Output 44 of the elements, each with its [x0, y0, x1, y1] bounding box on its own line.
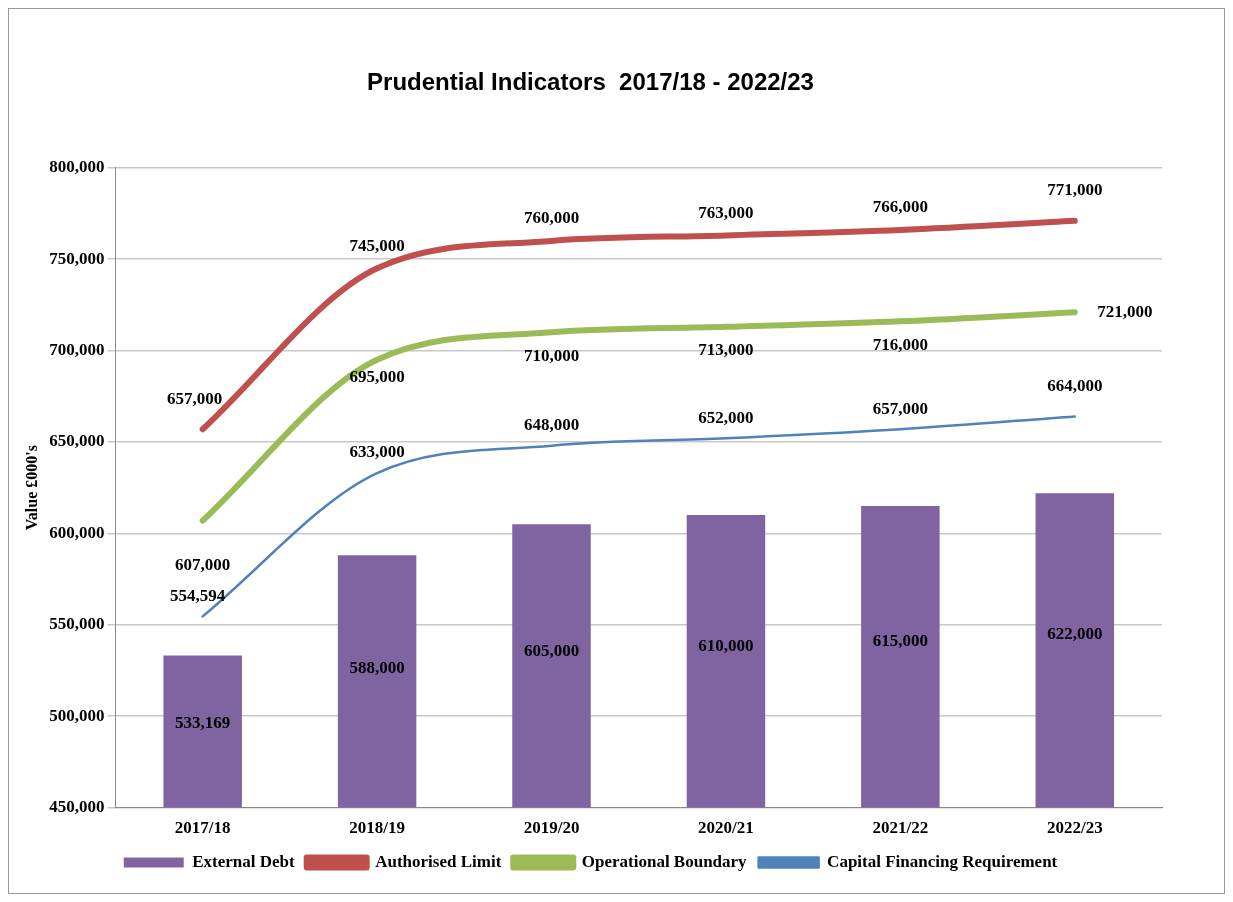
legend-label: Authorised Limit — [375, 851, 502, 871]
data-label: 652,000 — [698, 407, 754, 427]
y-tick-label: 800,000 — [49, 157, 105, 177]
y-tick-label: 600,000 — [49, 522, 105, 542]
data-label: 648,000 — [523, 415, 580, 435]
data-label: 633,000 — [349, 442, 405, 462]
chart-title: Prudential Indicators 2017/18 - 2022/23 — [367, 68, 814, 96]
y-tick-label: 750,000 — [49, 248, 105, 268]
data-label: 716,000 — [872, 334, 928, 354]
data-label: 710,000 — [523, 345, 580, 365]
legend-label: External Debt — [192, 851, 296, 871]
data-label: 745,000 — [349, 235, 405, 255]
data-label: 588,000 — [349, 658, 405, 678]
data-label: 657,000 — [872, 398, 928, 418]
data-label: 657,000 — [167, 388, 223, 408]
y-tick-label: 650,000 — [49, 431, 105, 451]
data-label: 695,000 — [349, 367, 405, 387]
y-tick-label: 550,000 — [49, 614, 105, 634]
data-label: 760,000 — [523, 208, 580, 228]
x-tick-label: 2019/20 — [523, 818, 580, 838]
data-label: 622,000 — [1047, 624, 1103, 644]
y-tick-label: 700,000 — [49, 339, 105, 359]
x-tick-label: 2022/23 — [1046, 818, 1103, 838]
data-label: 605,000 — [523, 641, 580, 661]
x-tick-label: 2020/21 — [698, 818, 754, 838]
data-label: 766,000 — [872, 197, 928, 217]
x-tick-label: 2017/18 — [174, 818, 231, 838]
y-axis-title: Value £000's — [22, 445, 40, 531]
data-label: 713,000 — [698, 340, 754, 360]
legend-label: Operational Boundary — [581, 851, 748, 871]
data-label: 533,169 — [175, 713, 231, 733]
data-label: 664,000 — [1047, 375, 1103, 395]
x-tick-label: 2018/19 — [349, 818, 405, 838]
y-tick-label: 450,000 — [49, 796, 105, 816]
y-tick-label: 500,000 — [49, 705, 105, 725]
data-label: 721,000 — [1097, 301, 1153, 321]
data-label: 607,000 — [175, 554, 231, 574]
data-label: 615,000 — [872, 631, 928, 651]
x-tick-label: 2021/22 — [872, 818, 929, 838]
data-label: 610,000 — [698, 636, 754, 656]
data-label: 771,000 — [1047, 180, 1103, 200]
data-label: 763,000 — [698, 202, 754, 222]
data-label: 554,594 — [170, 585, 226, 605]
legend-label: Capital Financing Requirement — [827, 851, 1058, 871]
